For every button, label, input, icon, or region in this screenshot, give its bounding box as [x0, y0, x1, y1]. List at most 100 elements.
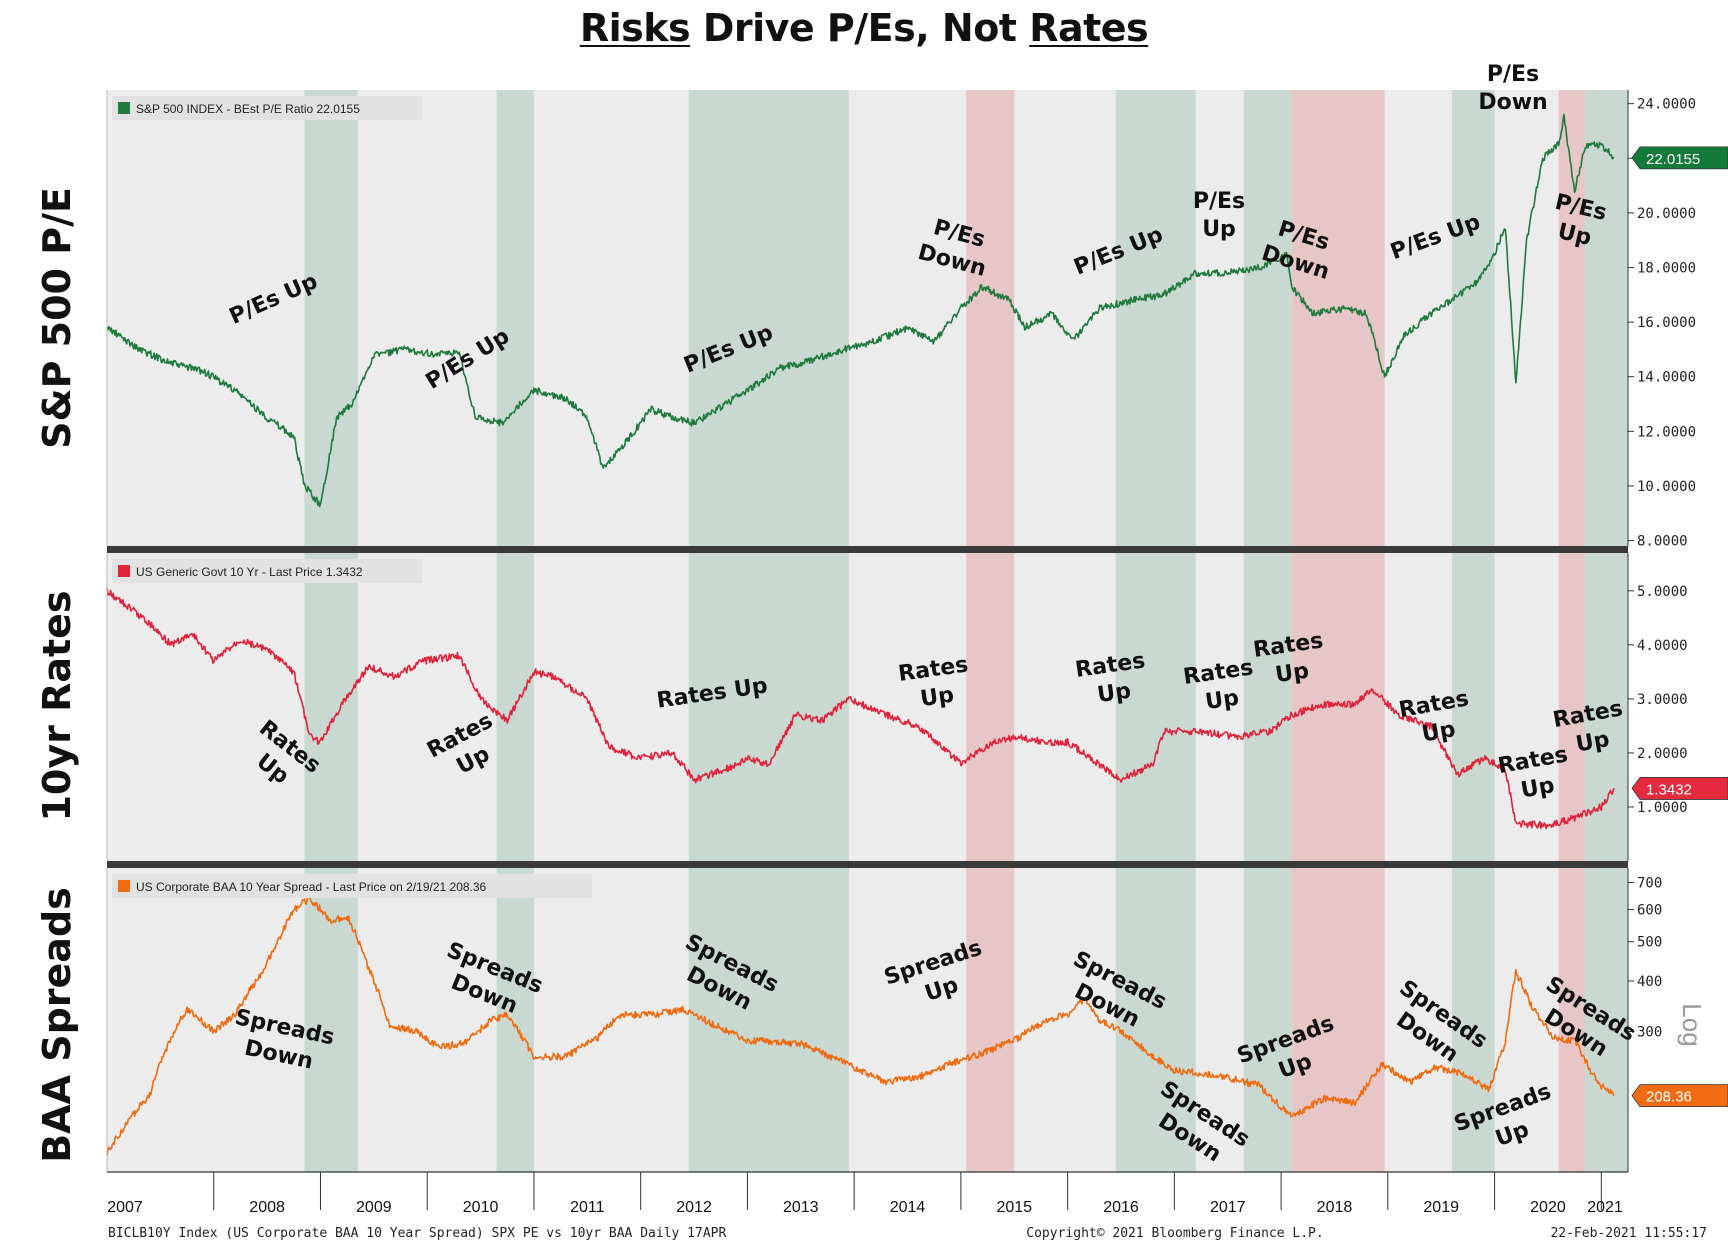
ytick-label-pe-2: 20.0000	[1637, 206, 1696, 222]
band-pe-0	[304, 90, 358, 546]
band-pe-3	[966, 90, 1015, 546]
ytick-label-pe-0: 24.0000	[1637, 97, 1696, 113]
last-value-badge-rates	[1631, 777, 1728, 800]
annotation-line: P/Es	[1487, 62, 1539, 87]
last-value-badge-pe	[1631, 146, 1728, 170]
xtick-label-2009: 2009	[356, 1199, 392, 1216]
annotation-pe-8: P/Es Down	[1478, 62, 1547, 115]
last-value-text-pe: 22.0155	[1646, 151, 1700, 168]
xtick-label-2013: 2013	[783, 1199, 819, 1216]
band-rates-8	[1558, 553, 1586, 861]
ytick-label-pe-4: 16.0000	[1637, 315, 1696, 331]
annotation-line: Up	[1204, 686, 1241, 715]
annotation-line: Up	[1096, 679, 1133, 708]
band-pe-6	[1291, 90, 1385, 546]
band-pe-7	[1451, 90, 1495, 546]
xtick-label-2008: 2008	[249, 1199, 285, 1216]
annotation-line: Up	[1274, 659, 1311, 688]
xtick-label-2016: 2016	[1103, 1199, 1139, 1216]
ytick-label-rates-4: 1.0000	[1637, 800, 1688, 816]
xtick-label-2007: 2007	[107, 1199, 143, 1216]
footer-copyright: Copyright© 2021 Bloomberg Finance L.P.	[1026, 1226, 1323, 1241]
last-value-text-rates: 1.3432	[1646, 781, 1692, 798]
legend-text-pe: S&P 500 INDEX - BEst P/E Ratio 22.0155	[136, 102, 360, 116]
ytick-label-pe-3: 18.0000	[1637, 260, 1696, 276]
chart-title: Risks Drive P/Es, Not Rates	[0, 6, 1728, 50]
log-scale-label: Log	[1677, 1003, 1707, 1046]
annotation-line: Up	[1574, 727, 1611, 757]
band-spreads-7	[1451, 868, 1495, 1172]
panel-ylabel-pe: S&P 500 P/E	[35, 187, 79, 449]
last-value-text-spreads: 208.36	[1646, 1089, 1692, 1106]
ytick-label-pe-8: 8.0000	[1637, 534, 1688, 550]
xtick-label-2021: 2021	[1587, 1199, 1623, 1216]
xtick-label-2015: 2015	[996, 1199, 1032, 1216]
series-line-rates	[106, 587, 1615, 830]
legend-swatch-pe	[118, 102, 130, 114]
xtick-label-2018: 2018	[1317, 1199, 1353, 1216]
annotation-line: Up	[1202, 217, 1236, 242]
xtick-label-2010: 2010	[463, 1199, 499, 1216]
legend-text-spreads: US Corporate BAA 10 Year Spread - Last P…	[136, 880, 487, 894]
xtick-label-2020: 2020	[1530, 1199, 1566, 1216]
band-pe-1	[496, 90, 534, 546]
title-rates: Rates	[1029, 6, 1149, 50]
band-spreads-2	[688, 868, 849, 1172]
series-line-pe	[106, 113, 1615, 508]
title-risks: Risks	[579, 6, 691, 50]
ytick-label-rates-2: 3.0000	[1637, 692, 1688, 708]
legend-box-spreads	[112, 874, 592, 898]
annotation-pe-5: P/Es Up	[1193, 189, 1245, 242]
band-rates-0	[304, 553, 358, 861]
ytick-label-spreads-0: 700	[1637, 875, 1662, 891]
band-spreads-4	[1115, 868, 1196, 1172]
band-spreads-1	[496, 868, 534, 1172]
annotation-line: Down	[1478, 90, 1547, 115]
panel-ylabel-spreads: BAA Spreads	[35, 887, 79, 1163]
band-pe-4	[1115, 90, 1196, 546]
ytick-label-rates-3: 2.0000	[1637, 746, 1688, 762]
footer-source: BICLB10Y Index (US Corporate BAA 10 Year…	[108, 1226, 726, 1241]
band-spreads-9	[1585, 868, 1628, 1172]
band-rates-4	[1115, 553, 1196, 861]
band-pe-5	[1243, 90, 1292, 546]
band-spreads-3	[966, 868, 1015, 1172]
band-rates-3	[966, 553, 1015, 861]
ytick-label-pe-7: 10.0000	[1637, 479, 1696, 495]
xtick-label-2019: 2019	[1423, 1199, 1459, 1216]
ytick-label-spreads-2: 500	[1637, 935, 1662, 951]
legend-box-pe	[112, 96, 422, 120]
band-rates-7	[1451, 553, 1495, 861]
band-rates-5	[1243, 553, 1292, 861]
annotation-line: Up	[919, 683, 956, 712]
ytick-label-rates-0: 5.0000	[1637, 584, 1688, 600]
band-spreads-5	[1243, 868, 1292, 1172]
legend-pe: S&P 500 INDEX - BEst P/E Ratio 22.0155	[112, 96, 422, 120]
band-spreads-6	[1291, 868, 1385, 1172]
xtick-label-2014: 2014	[890, 1199, 926, 1216]
panel-ylabel-rates: 10yr Rates	[35, 590, 79, 821]
legend-rates: US Generic Govt 10 Yr - Last Price 1.343…	[112, 559, 422, 583]
xtick-label-2011: 2011	[570, 1199, 605, 1216]
annotation-line: P/Es	[1193, 189, 1245, 214]
legend-swatch-rates	[118, 565, 130, 577]
band-pe-2	[688, 90, 849, 546]
legend-box-rates	[112, 559, 422, 583]
panel-separator-1	[107, 861, 1628, 868]
band-spreads-8	[1558, 868, 1586, 1172]
xtick-label-2017: 2017	[1210, 1199, 1246, 1216]
series-line-spreads	[106, 893, 1615, 1156]
ytick-label-rates-1: 4.0000	[1637, 638, 1688, 654]
footer-timestamp: 22-Feb-2021 11:55:17	[1550, 1226, 1707, 1241]
panel-separator-0	[107, 546, 1628, 553]
ytick-label-spreads-1: 600	[1637, 903, 1662, 919]
xtick-label-2012: 2012	[676, 1199, 712, 1216]
ytick-label-spreads-3: 400	[1637, 974, 1662, 990]
ytick-label-spreads-4: 300	[1637, 1025, 1662, 1041]
last-value-badge-spreads	[1631, 1084, 1728, 1108]
legend-text-rates: US Generic Govt 10 Yr - Last Price 1.343…	[136, 565, 363, 579]
ytick-label-pe-6: 12.0000	[1637, 424, 1696, 440]
annotation-line: Up	[1519, 773, 1556, 803]
band-rates-2	[688, 553, 849, 861]
